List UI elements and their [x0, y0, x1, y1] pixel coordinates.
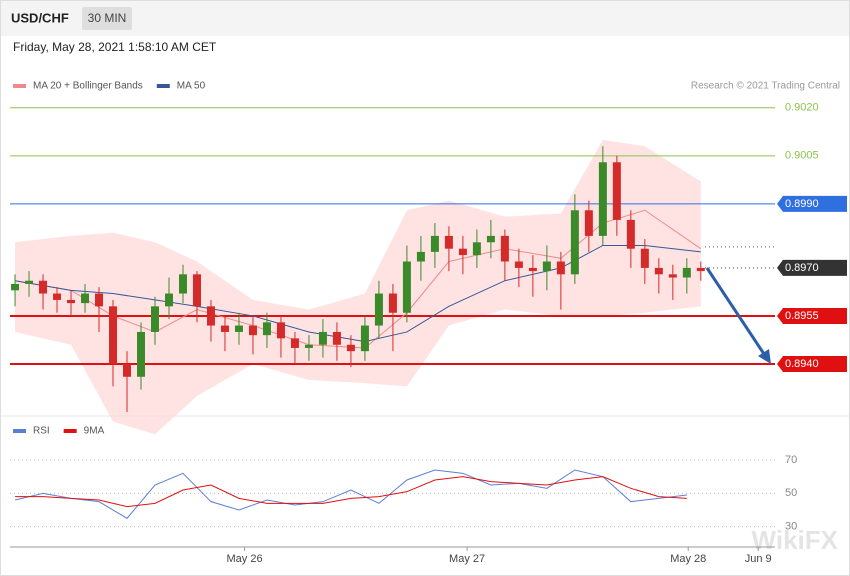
level-label: 0.8955 — [785, 310, 819, 322]
candle-body — [346, 344, 355, 352]
legend-swatch — [156, 84, 170, 88]
x-tick-label: May 26 — [227, 553, 263, 565]
y-tick-label: 30 — [785, 521, 797, 533]
candle-body — [388, 293, 397, 313]
arrow-head — [758, 349, 771, 364]
legend-swatch — [13, 429, 26, 433]
indicator-line — [15, 476, 687, 508]
level-label: 0.9020 — [785, 102, 819, 114]
candle-body — [123, 363, 132, 377]
candle-body — [444, 235, 453, 249]
candle-body — [95, 293, 104, 307]
candle-body — [164, 293, 173, 307]
candle-body — [67, 299, 76, 304]
candle-body — [500, 235, 509, 262]
y-tick-label: 50 — [785, 487, 797, 499]
level-tag — [777, 259, 847, 276]
candle-body — [53, 293, 62, 300]
candle-body — [304, 344, 313, 348]
candle-body — [136, 331, 145, 377]
legend-label: RSI — [33, 426, 50, 437]
candle-body — [11, 283, 20, 291]
credit: Research © 2021 Trading Central — [691, 81, 840, 92]
x-tick-label: May 28 — [670, 553, 706, 565]
candle-body — [514, 261, 523, 268]
candle-body — [206, 306, 215, 326]
candle-body — [668, 274, 677, 278]
candle-body — [234, 325, 243, 332]
candle-body — [402, 261, 411, 313]
candle-body — [486, 235, 495, 243]
candle-body — [276, 322, 285, 339]
header-bar — [1, 1, 849, 36]
bollinger-band — [15, 139, 701, 435]
candle-body — [570, 210, 579, 275]
plot-layer: 0.9020 0.9005 0.8990 0.8970 0.8955 0.8940 MA 2… — [10, 81, 847, 565]
candle-body — [542, 261, 551, 272]
candle-body — [682, 267, 691, 278]
symbol: USD/CHF — [11, 10, 69, 25]
y-tick-label: 70 — [785, 454, 797, 466]
level-label: 0.9005 — [785, 150, 819, 162]
indicator-line — [14, 469, 687, 519]
candle-body — [584, 210, 593, 236]
candle-body — [654, 267, 663, 275]
candle-body — [248, 325, 257, 336]
candle-body — [360, 325, 369, 352]
candle-body — [626, 219, 635, 249]
forecast-arrow — [705, 267, 768, 358]
level-label: 0.8990 — [785, 198, 819, 210]
candle-body — [640, 248, 649, 268]
x-tick-label: Jun 9 — [745, 553, 772, 565]
candle-body — [318, 331, 327, 345]
candle-body — [192, 274, 201, 307]
candle-body — [374, 293, 383, 326]
candle-body — [81, 293, 90, 304]
x-tick-label: May 27 — [449, 553, 485, 565]
candle-body — [220, 325, 229, 332]
interval-button[interactable] — [82, 7, 132, 30]
candle-body — [178, 274, 187, 294]
legend-swatch — [63, 429, 77, 433]
candle-body — [416, 251, 425, 262]
level-label: 0.8970 — [785, 262, 819, 274]
candle-body — [556, 261, 565, 275]
candle-body — [25, 280, 34, 284]
level-tag — [777, 307, 847, 324]
candle-body — [598, 162, 607, 236]
interval-label[interactable]: 30 MIN — [88, 11, 127, 25]
candle-body — [612, 162, 621, 220]
legend-label: MA 50 — [177, 81, 206, 92]
candle-body — [430, 235, 439, 252]
legend-swatch — [13, 84, 26, 88]
candle-body — [39, 280, 48, 294]
candle-body — [696, 267, 705, 272]
candle-body — [109, 306, 118, 364]
candle-body — [150, 306, 159, 332]
candle-body — [262, 322, 271, 336]
candle-body — [458, 248, 467, 256]
candle-body — [332, 331, 341, 345]
candle-body — [472, 242, 481, 256]
level-label: 0.8940 — [785, 358, 819, 370]
legend-label: 9MA — [84, 426, 105, 437]
watermark: WikiFX — [752, 525, 839, 555]
level-tag — [777, 195, 847, 212]
legend-label: MA 20 + Bollinger Bands — [33, 81, 143, 92]
level-tag — [777, 355, 847, 372]
candle-body — [528, 267, 537, 272]
candle-body — [290, 338, 299, 348]
timestamp: Friday, May 28, 2021 1:58:10 AM CET — [13, 40, 217, 54]
